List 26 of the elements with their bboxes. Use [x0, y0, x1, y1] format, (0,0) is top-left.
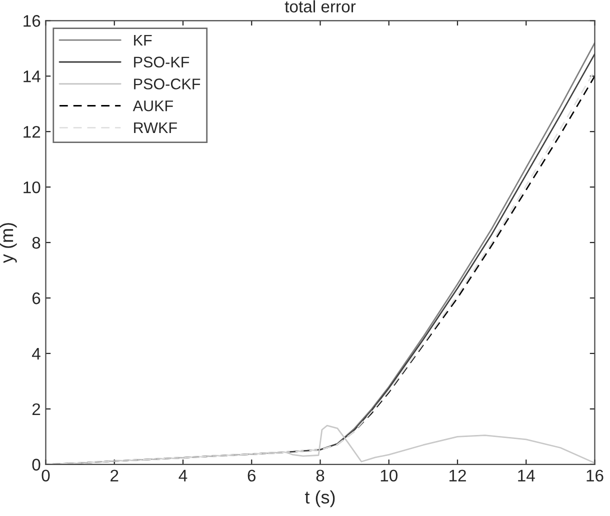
- y-tick-label: 12: [24, 126, 40, 138]
- chart-title: total error: [284, 0, 356, 12]
- y-tick-label: 10: [24, 181, 40, 194]
- x-tick-label: 2: [110, 470, 118, 482]
- y-axis-title: y (m): [0, 223, 17, 264]
- x-tick-label: 8: [316, 470, 324, 482]
- y-tick-label: 2: [32, 403, 40, 415]
- x-tick-label: 6: [248, 470, 256, 482]
- y-tick-label: 14: [24, 70, 40, 82]
- x-tick-label: 4: [178, 470, 188, 482]
- x-tick-label: 14: [518, 470, 535, 482]
- legend-label: PSO-KF: [134, 56, 190, 68]
- x-tick-label: 0: [42, 470, 50, 482]
- x-axis-title: t (s): [304, 490, 335, 508]
- x-tick-label: 16: [586, 470, 604, 482]
- y-tick-label: 6: [32, 292, 40, 304]
- y-tick-label: 8: [32, 236, 40, 249]
- y-tick-label: 0: [32, 458, 40, 471]
- legend-label: RWKF: [134, 122, 177, 133]
- x-tick-label: 10: [380, 470, 398, 482]
- legend-label: PSO-CKF: [134, 78, 200, 90]
- x-tick-label: 12: [450, 470, 466, 482]
- legend-label: KF: [134, 34, 152, 46]
- y-tick-label: 16: [24, 15, 40, 27]
- y-tick-label: 4: [32, 348, 40, 360]
- legend-label: AUKF: [132, 100, 173, 112]
